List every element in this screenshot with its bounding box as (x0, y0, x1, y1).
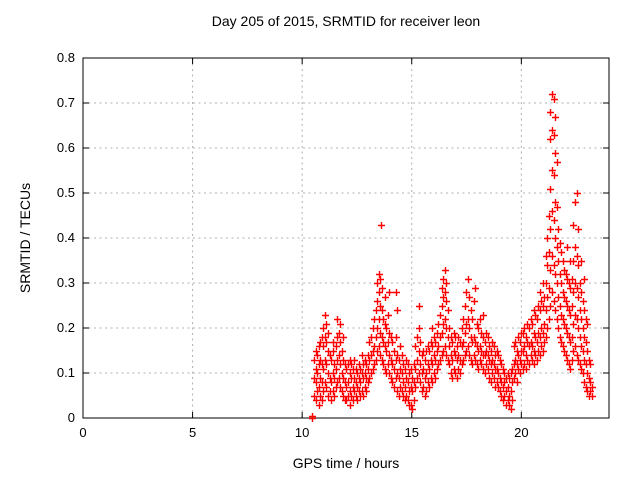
svg-text:20: 20 (514, 425, 528, 440)
svg-text:0: 0 (68, 410, 75, 425)
svg-text:0: 0 (79, 425, 86, 440)
svg-text:0.6: 0.6 (57, 140, 75, 155)
scatter-points (309, 91, 596, 422)
x-axis-label: GPS time / hours (292, 455, 400, 471)
tick-marks (82, 57, 609, 419)
svg-text:0.7: 0.7 (57, 95, 75, 110)
svg-text:0.4: 0.4 (57, 230, 75, 245)
svg-text:0.5: 0.5 (57, 185, 75, 200)
svg-text:5: 5 (189, 425, 196, 440)
x-tick-labels: 0 5 10 15 20 (79, 425, 528, 440)
svg-text:0.1: 0.1 (57, 365, 75, 380)
svg-text:15: 15 (405, 425, 419, 440)
svg-text:0.2: 0.2 (57, 320, 75, 335)
svg-text:10: 10 (295, 425, 309, 440)
chart-title: Day 205 of 2015, SRMTID for receiver leo… (211, 13, 481, 29)
svg-text:0.3: 0.3 (57, 275, 75, 290)
y-tick-labels: 0 0.1 0.2 0.3 0.4 0.5 0.6 0.7 0.8 (57, 50, 75, 425)
svg-text:0.8: 0.8 (57, 50, 75, 65)
